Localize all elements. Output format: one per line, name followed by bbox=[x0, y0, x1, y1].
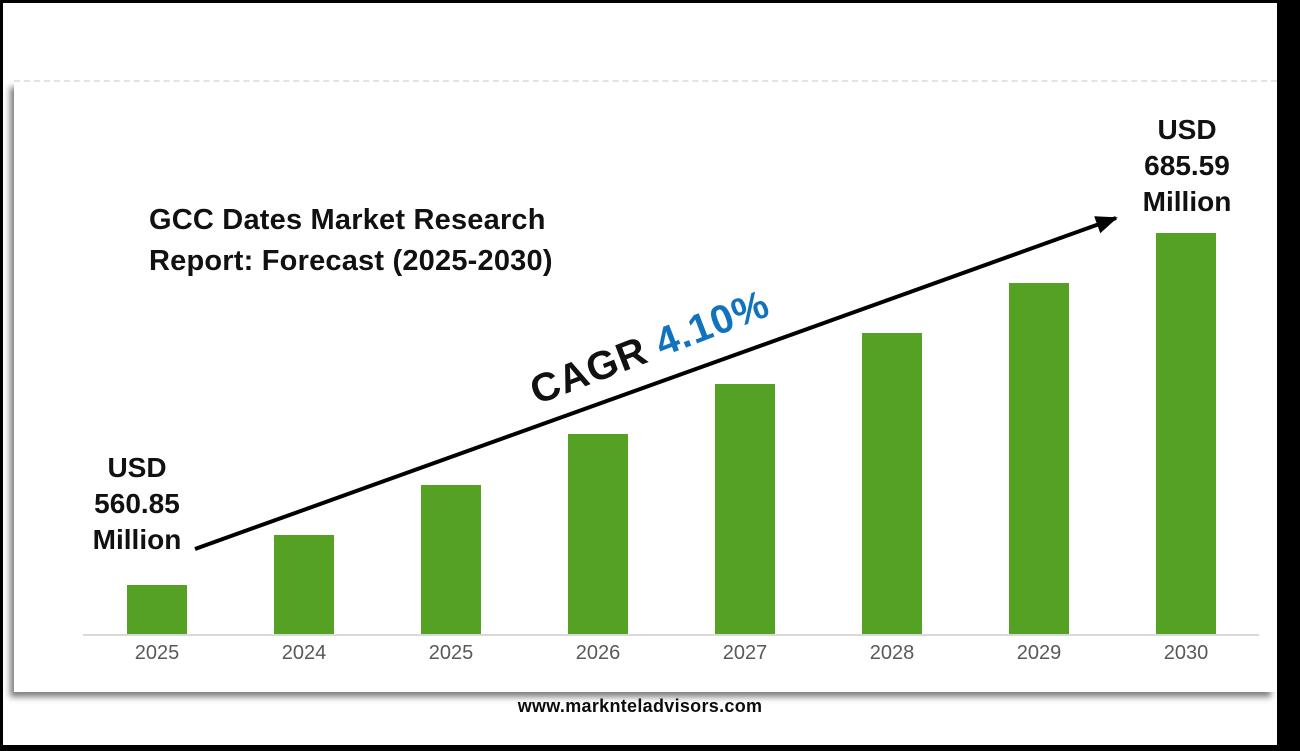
start-value-currency: USD bbox=[107, 452, 167, 483]
bar-2025-2 bbox=[421, 485, 481, 635]
bar-2024-1 bbox=[274, 535, 334, 635]
x-tick-label-0: 2025 bbox=[134, 642, 180, 664]
x-axis-line bbox=[83, 634, 1259, 636]
x-tick-label-1: 2024 bbox=[281, 642, 327, 664]
bar-2026-3 bbox=[568, 434, 628, 635]
x-tick-label-6: 2029 bbox=[1016, 642, 1062, 664]
bar-2030-7 bbox=[1156, 233, 1216, 635]
trend-arrow-icon bbox=[194, 216, 1118, 551]
cagr-value: 4.10% bbox=[649, 281, 776, 366]
bar-2025-0 bbox=[127, 585, 187, 635]
x-tick-label-4: 2027 bbox=[722, 642, 768, 664]
chart-panel: GCC Dates Market Research Report: Foreca… bbox=[14, 80, 1277, 692]
x-tick-label-7: 2030 bbox=[1163, 642, 1209, 664]
x-tick-label-3: 2026 bbox=[575, 642, 621, 664]
start-value-amount: 560.85 bbox=[94, 488, 180, 519]
bar-2028-5 bbox=[862, 333, 922, 635]
x-tick-label-2: 2025 bbox=[428, 642, 474, 664]
start-value-unit: Million bbox=[92, 524, 182, 555]
cagr-label: CAGR bbox=[524, 324, 665, 414]
end-value-unit: Million bbox=[1142, 186, 1232, 217]
end-value-label: USD 685.59 Million bbox=[1092, 112, 1282, 220]
chart-title-line-2: Report: Forecast (2025-2030) bbox=[149, 245, 553, 277]
end-value-currency: USD bbox=[1157, 114, 1217, 145]
page-background: GCC Dates Market Research Report: Foreca… bbox=[3, 3, 1277, 745]
chart-title: GCC Dates Market Research Report: Foreca… bbox=[149, 200, 553, 282]
bar-2027-4 bbox=[715, 384, 775, 635]
x-tick-label-5: 2028 bbox=[869, 642, 915, 664]
website-link[interactable]: www.marknteladvisors.com bbox=[517, 696, 763, 716]
chart-title-line-1: GCC Dates Market Research bbox=[149, 204, 546, 236]
end-value-amount: 685.59 bbox=[1144, 150, 1230, 181]
bar-2029-6 bbox=[1009, 283, 1069, 635]
start-value-label: USD 560.85 Million bbox=[42, 450, 232, 558]
